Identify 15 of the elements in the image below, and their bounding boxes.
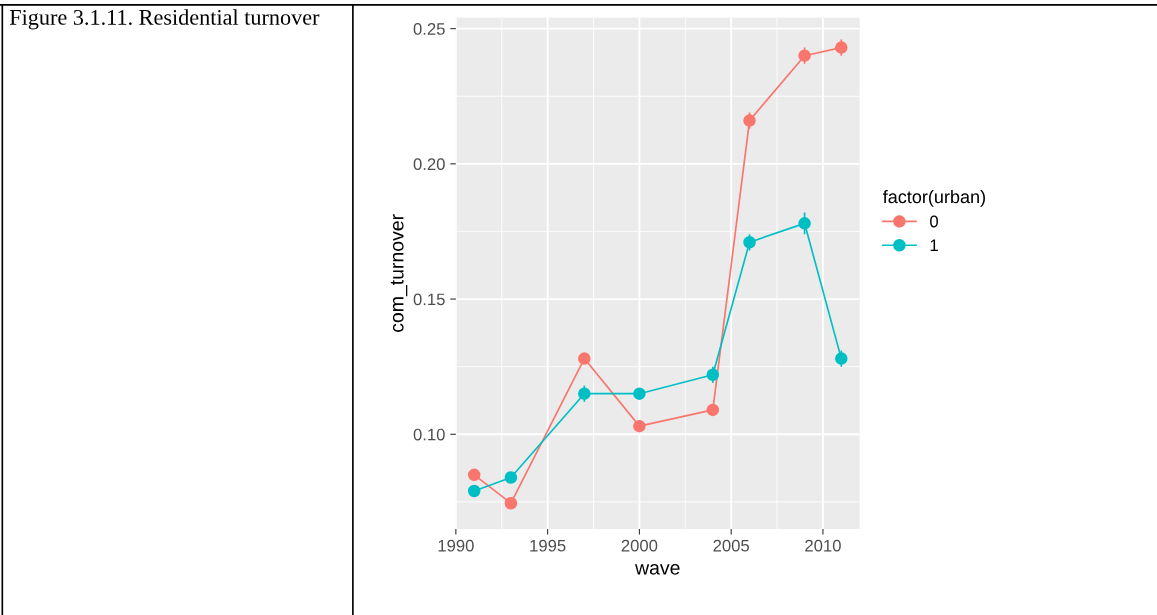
x-tick-label: 2005 bbox=[713, 539, 750, 552]
x-tick-label: 2010 bbox=[805, 539, 841, 552]
x-tick-label: 2000 bbox=[621, 539, 658, 552]
legend-title: factor(urban) bbox=[882, 189, 985, 207]
x-tick-label: 1990 bbox=[438, 539, 474, 552]
x-tick-label: 1995 bbox=[530, 539, 566, 552]
x-axis-title: wave bbox=[635, 564, 680, 575]
legend-label: 0 bbox=[930, 215, 939, 228]
y-tick-label: 0.20 bbox=[413, 158, 445, 171]
y-tick-label: 0.15 bbox=[413, 293, 445, 306]
y-tick-label: 0.10 bbox=[413, 428, 445, 441]
y-tick-label: 0.25 bbox=[413, 23, 445, 35]
y-axis-title: com_turnover bbox=[390, 214, 408, 332]
caption: Figure 3.1.11. Residential turnover bbox=[9, 9, 320, 30]
legend-label: 1 bbox=[930, 239, 938, 252]
